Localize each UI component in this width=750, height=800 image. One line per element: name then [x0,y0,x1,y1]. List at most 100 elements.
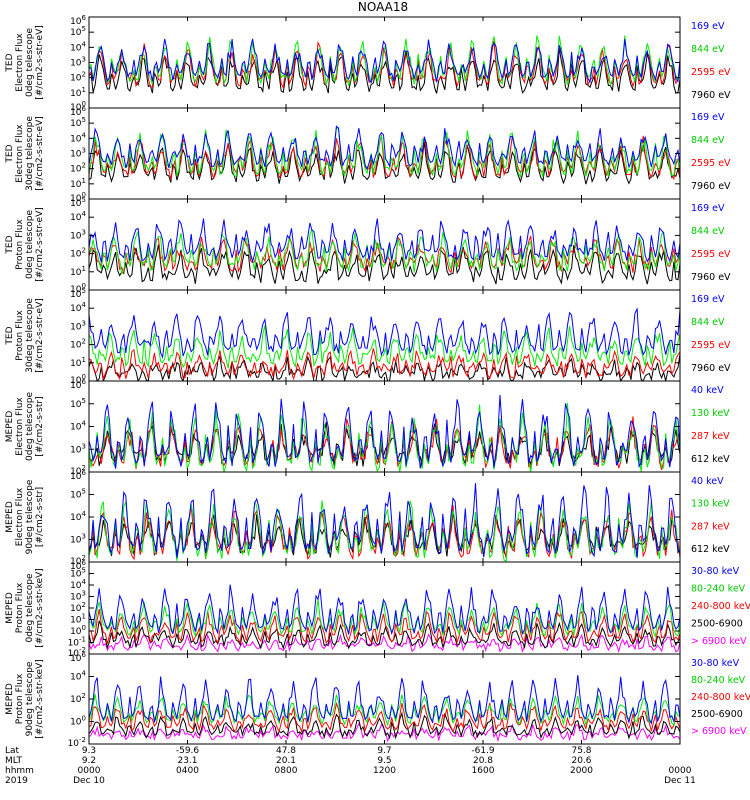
y-tick-label: 101 [70,613,86,626]
series-trace [89,620,680,650]
x-tick-label: 9.2 [82,756,96,766]
series-trace [89,47,680,94]
x-row-label: 2019 [5,776,28,786]
legend-entry: 2595 eV [691,158,731,169]
series-trace [89,499,680,562]
x-tick-label: 47.8 [276,746,296,756]
y-axis-label: MEPED Electron Flux 90deg telescope [#/cm2-… [5,479,45,554]
x-tick-label: 23.1 [177,756,197,766]
y-tick-label: 100 [70,191,86,204]
y-tick-label: 102 [70,464,86,477]
legend-entry: 287 keV [691,521,730,532]
y-tick-label: 103 [70,147,86,160]
y-tick-label: 104 [70,420,86,433]
legend-entry: 169 eV [691,112,725,123]
y-axis-label-line: 90deg telescope [25,479,35,554]
y-tick-label: 106 [70,651,86,664]
series-trace [89,353,680,381]
y-tick-label: 100 [70,100,86,113]
legend-entry: 844 eV [691,135,725,146]
y-tick-label: 101 [70,265,86,278]
y-tick-label: 105 [70,25,86,38]
panel-traces [89,35,680,94]
x-tick-label: 9.5 [377,756,391,766]
x-tick-label: 75.8 [571,746,591,756]
y-tick-label: 104 [70,210,86,223]
y-tick-label: 102 [70,692,86,705]
legend-entry: 2595 eV [691,67,731,78]
series-trace [89,38,680,84]
y-tick-label: 101 [70,177,86,190]
y-tick-label: 100 [70,624,86,637]
y-tick-label: 102 [70,71,86,84]
legend-entry: 169 eV [691,203,725,214]
legend-entry: 844 eV [691,44,725,55]
legend-entry: 844 eV [691,226,725,237]
y-axis-label-line: Electron Flux [15,33,25,92]
x-tick-label: Dec 10 [73,776,105,786]
series-trace [89,229,680,275]
series-trace [89,125,680,171]
y-tick-label: 105 [70,567,86,580]
y-axis-label-line: 0deg telescope [25,210,35,280]
y-axis-label: TED Proton Flux 0deg telescope [#/cm2-s-str… [5,207,45,282]
series-trace [89,609,680,645]
y-axis-label-line: 0deg telescope [25,573,35,643]
legend-entry: 612 keV [691,544,730,555]
y-axis-label: MEPED Electron Flux 0deg telescope [#/cm2-s… [5,392,45,462]
legend-entry: 2595 eV [691,249,731,260]
x-tick-label: 0800 [275,766,298,776]
y-axis-label-line: [#/cm2-s-str-keV] [35,659,45,738]
y-axis-label-line: 30deg telescope [25,298,35,373]
y-axis-label-line: [#/cm2-s-str-keV] [35,568,45,647]
y-tick-label: 104 [70,301,86,314]
series-trace [89,307,680,360]
y-axis-label-line: Proton Flux [15,219,25,270]
y-axis-label-line: [#/cm2-s-str] [35,487,45,547]
legend-entry: 30-80 keV [691,658,740,669]
x-row-label: MLT [5,756,23,766]
y-axis-label-line: [#/cm2-s-str-eV] [35,298,45,373]
y-axis-label-line: 90deg telescope [25,661,35,736]
legend-entry: 130 keV [691,499,730,510]
y-axis-label-line: [#/cm2-s-str-eV] [35,207,45,282]
y-tick-label: 102 [70,247,86,260]
y-tick-label: 101 [70,86,86,99]
legend-entry: 80-240 keV [691,675,746,686]
series-trace [89,244,680,285]
y-tick-label: 106 [70,469,86,482]
y-axis-label-line: TED [5,326,15,345]
legend-entry: 30-80 keV [691,566,740,577]
y-tick-label: 10-2 [68,646,86,659]
x-tick-label: 0400 [176,766,199,776]
y-axis-label-line: Proton Flux [15,673,25,724]
panel-traces [89,218,680,285]
legend-entry: 2595 eV [691,340,731,351]
y-tick-label: 103 [70,56,86,69]
x-tick-label: 20.6 [571,756,591,766]
y-tick-label: 103 [70,533,86,546]
legend-entry: 169 eV [691,21,725,32]
y-axis-label-line: Electron Flux [15,124,25,183]
y-tick-label: 103 [70,319,86,332]
series-trace [89,218,680,264]
legend-entry: 2500-6900 [691,619,743,630]
x-row-label: hhmm [5,766,34,776]
y-tick-label: 103 [70,590,86,603]
y-axis-label-line: Proton Flux [15,310,25,361]
x-tick-label: 20.1 [276,756,296,766]
y-tick-label: 101 [70,356,86,369]
y-axis-label: TED Electron Flux 30deg telescope [#/cm2-s-… [5,116,45,191]
x-tick-label: -59.6 [176,746,200,756]
series-trace [89,675,680,725]
panel-traces [89,675,680,743]
y-axis-label-line: 0deg telescope [25,392,35,462]
legend-entry: 287 keV [691,431,730,442]
legend-entry: > 6900 keV [691,636,747,647]
flux-panel-5: 106 105 104 103 102 MEPED Electron Flux 0deg te… [5,378,730,477]
y-axis-label-line: 0deg telescope [25,28,35,98]
